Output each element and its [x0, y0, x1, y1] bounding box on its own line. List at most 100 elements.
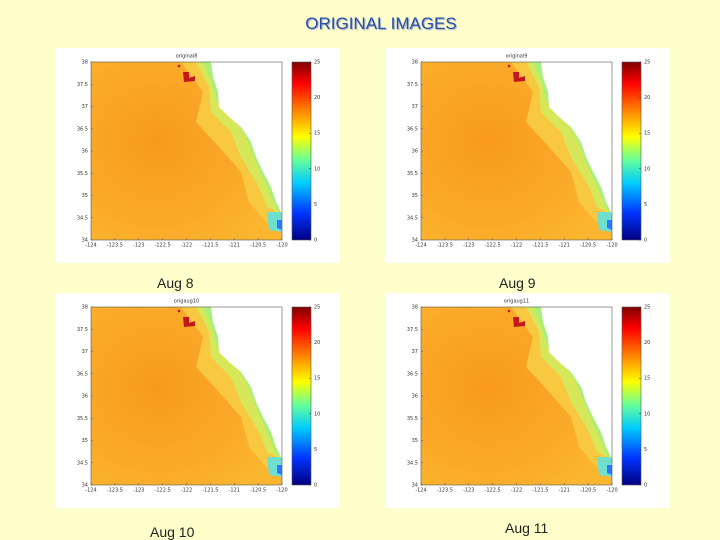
colorbar-tick-label: 0: [314, 483, 317, 489]
y-tick-label: 38: [412, 305, 418, 311]
y-tick-label: 34.5: [77, 460, 88, 466]
y-tick-label: 35.5: [77, 171, 88, 177]
y-tick-label: 37: [82, 104, 88, 110]
sst-field: [421, 307, 612, 485]
y-tick-label: 35: [412, 193, 418, 199]
x-tick-label: -123: [133, 243, 144, 249]
x-tick-label: -120: [276, 488, 287, 494]
plot-title: origaug11: [504, 299, 529, 305]
colorbar-tick-label: 0: [314, 238, 317, 244]
colorbar-tick-label: 10: [644, 166, 650, 172]
y-tick-label: 34.5: [407, 460, 418, 466]
colorbar-tick-label: 10: [314, 411, 320, 417]
colorbar-tick-label: 25: [644, 305, 650, 311]
colorbar-tick-label: 20: [314, 95, 320, 101]
y-tick-label: 37.5: [77, 82, 88, 88]
y-tick-label: 37: [82, 349, 88, 355]
plot-title: original9: [506, 54, 528, 60]
y-tick-label: 37: [412, 349, 418, 355]
colorbar-tick-label: 5: [314, 202, 317, 208]
x-tick-label: -124: [415, 488, 426, 494]
colorbar-tick-label: 15: [314, 376, 320, 382]
x-tick-label: -123: [133, 488, 144, 494]
colorbar-tick-label: 15: [644, 131, 650, 137]
colorbar-tick-label: 20: [644, 340, 650, 346]
colorbar: [621, 306, 642, 486]
x-tick-label: -122.5: [155, 243, 171, 249]
panel-caption: Aug 10: [150, 524, 195, 540]
x-tick-label: -120: [606, 243, 617, 249]
x-tick-label: -124: [85, 488, 96, 494]
y-tick-label: 34: [412, 483, 418, 489]
y-tick-label: 36.5: [77, 371, 88, 377]
y-tick-label: 36: [82, 149, 88, 155]
colorbar-tick-label: 5: [644, 447, 647, 453]
map-plot: origaug10 -124 -123.5 -123 -122.5 -122 -121.5 -…: [77, 299, 321, 494]
x-tick-label: -123: [463, 243, 474, 249]
y-tick-label: 36.5: [77, 126, 88, 132]
y-tick-label: 37.5: [407, 82, 418, 88]
x-tick-label: -122.5: [485, 488, 501, 494]
x-tick-label: -121.5: [532, 488, 548, 494]
x-tick-label: -121: [559, 488, 570, 494]
colorbar-tick-label: 15: [314, 131, 320, 137]
plot-title: origaug10: [174, 299, 199, 305]
colorbar-tick-label: 0: [644, 483, 647, 489]
x-tick-label: -121: [229, 488, 240, 494]
plot-title: original8: [176, 54, 198, 60]
colorbar-tick-label: 20: [314, 340, 320, 346]
x-tick-label: -124: [85, 243, 96, 249]
x-tick-label: -122: [181, 243, 192, 249]
sst-field: [91, 307, 282, 485]
y-tick-label: 35.5: [407, 171, 418, 177]
y-tick-label: 38: [82, 305, 88, 311]
map-plot: original8 -124 -123.5 -123 -122.5 -122 -121.5 -…: [77, 54, 321, 249]
panel-caption: Aug 9: [499, 275, 536, 291]
map-panel: original9 -124 -123.5 -123 -122.5 -122 -121.5 -…: [385, 48, 670, 263]
y-tick-label: 34: [82, 238, 88, 244]
x-tick-label: -121.5: [202, 488, 218, 494]
x-tick-label: -121.5: [532, 243, 548, 249]
colorbar-tick-label: 5: [314, 447, 317, 453]
y-tick-label: 36.5: [407, 126, 418, 132]
x-tick-label: -121: [559, 243, 570, 249]
x-tick-label: -123.5: [437, 243, 453, 249]
y-tick-label: 37.5: [77, 327, 88, 333]
y-tick-label: 35: [412, 438, 418, 444]
colorbar-tick-label: 15: [644, 376, 650, 382]
x-tick-label: -122: [511, 243, 522, 249]
x-tick-label: -120: [276, 243, 287, 249]
x-tick-label: -123: [463, 488, 474, 494]
x-tick-label: -124: [415, 243, 426, 249]
x-tick-label: -120: [606, 488, 617, 494]
y-tick-label: 38: [412, 60, 418, 66]
y-tick-label: 34: [82, 483, 88, 489]
y-tick-label: 37.5: [407, 327, 418, 333]
x-tick-label: -123.5: [107, 243, 123, 249]
y-tick-label: 35: [82, 193, 88, 199]
x-tick-label: -120.5: [250, 243, 266, 249]
y-tick-label: 35.5: [77, 416, 88, 422]
colorbar: [291, 306, 312, 486]
y-tick-label: 34.5: [77, 215, 88, 221]
colorbar-tick-label: 5: [644, 202, 647, 208]
x-tick-label: -121: [229, 243, 240, 249]
colorbar: [291, 61, 312, 241]
x-tick-label: -122: [181, 488, 192, 494]
map-plot: origaug11 -124 -123.5 -123 -122.5 -122 -121.5 -…: [407, 299, 651, 494]
panel-caption: Aug 8: [157, 275, 194, 291]
colorbar-tick-label: 10: [314, 166, 320, 172]
map-panel: original8 -124 -123.5 -123 -122.5 -122 -121.5 -…: [55, 48, 340, 263]
x-tick-label: -123.5: [437, 488, 453, 494]
y-tick-label: 36: [82, 394, 88, 400]
slide-title: ORIGINAL IMAGES: [305, 14, 457, 33]
colorbar-tick-label: 10: [644, 411, 650, 417]
colorbar-tick-label: 20: [644, 95, 650, 101]
sst-field: [421, 62, 612, 240]
x-tick-label: -121.5: [202, 243, 218, 249]
map-panel: origaug10 -124 -123.5 -123 -122.5 -122 -121.5 -…: [55, 293, 340, 508]
x-tick-label: -122.5: [485, 243, 501, 249]
panel-caption: Aug 11: [505, 520, 549, 536]
x-tick-label: -120.5: [580, 488, 596, 494]
